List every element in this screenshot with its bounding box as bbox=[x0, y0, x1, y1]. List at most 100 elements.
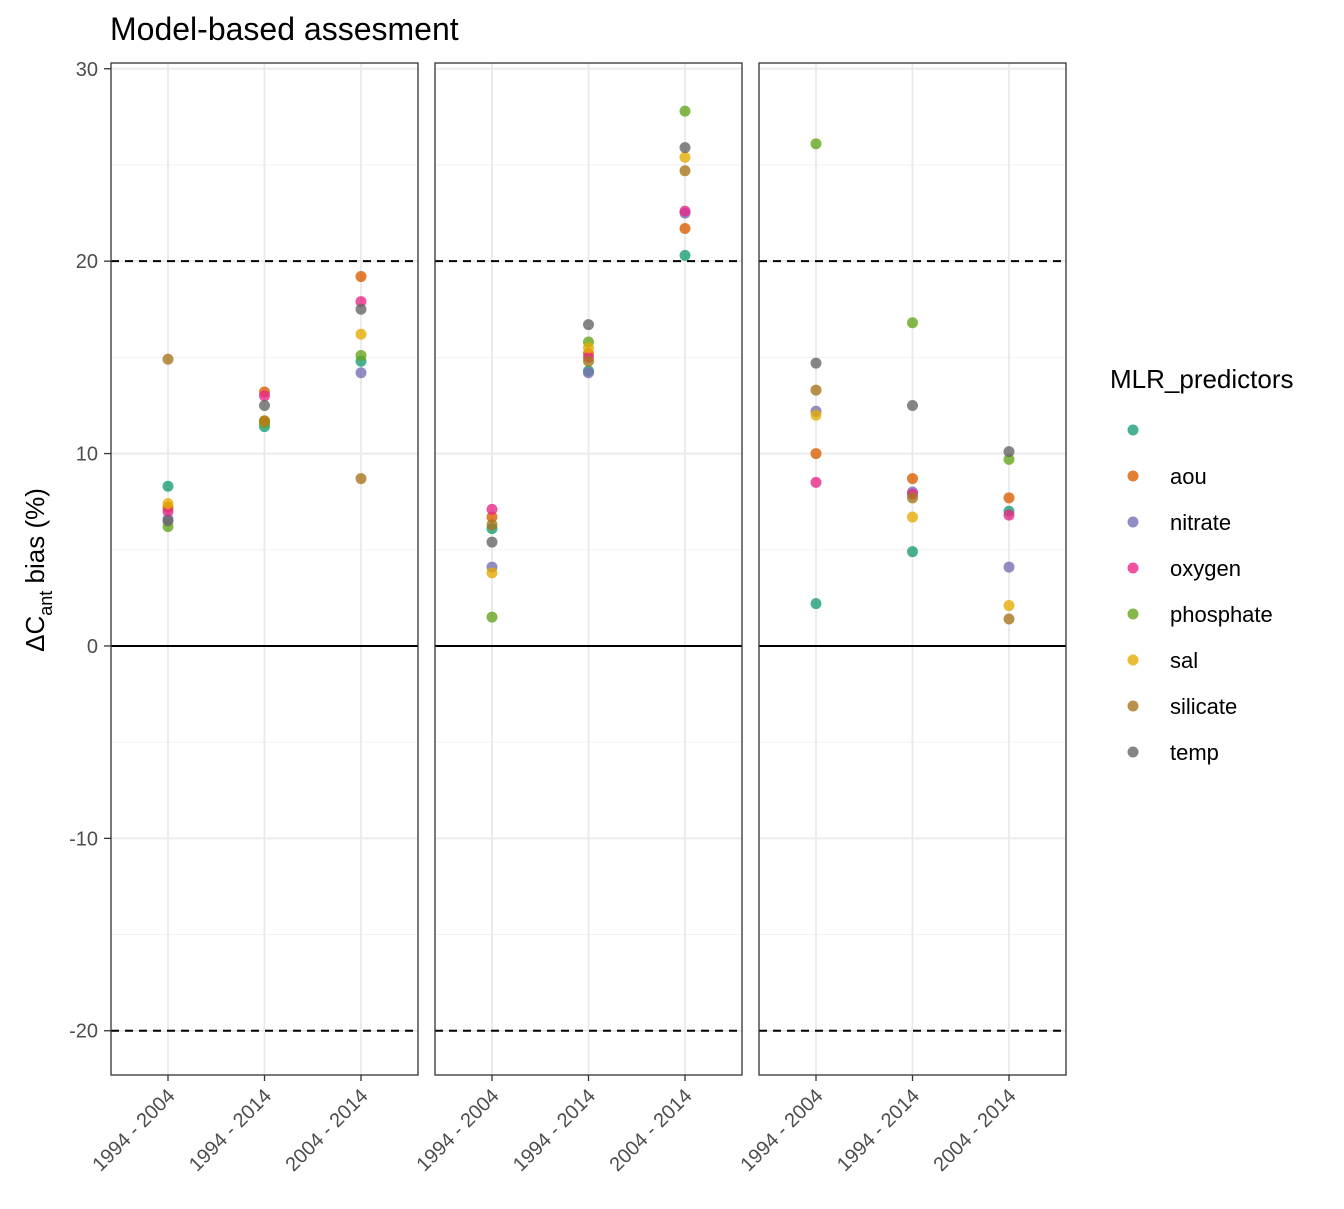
legend-key bbox=[1127, 746, 1139, 758]
y-tick-label: 30 bbox=[76, 59, 98, 81]
point-sal bbox=[486, 567, 498, 579]
point-sal bbox=[1003, 600, 1015, 612]
x-tick-label: 2004 - 2014 bbox=[605, 1085, 696, 1176]
panel-3: 1994 - 2004 1994 - 2014 2004 - 2014 bbox=[736, 62, 1067, 1176]
point-oxygen bbox=[355, 296, 367, 308]
y-axis: -20 -10 0 10 20 30 bbox=[69, 59, 111, 1043]
point-phosphate bbox=[810, 138, 822, 150]
point-none bbox=[679, 249, 691, 261]
point-phosphate bbox=[679, 105, 691, 117]
point-oxygen bbox=[486, 503, 498, 515]
point-temp bbox=[1003, 446, 1015, 458]
legend-item-temp: temp bbox=[1127, 740, 1219, 765]
point-aou bbox=[486, 511, 498, 523]
point-temp bbox=[583, 319, 594, 331]
legend-item-nitrate: nitrate bbox=[1127, 510, 1231, 535]
legend-key bbox=[1127, 562, 1139, 574]
legend-item-sal: sal bbox=[1127, 648, 1198, 673]
legend-label: nitrate bbox=[1170, 510, 1231, 535]
point-none bbox=[162, 480, 174, 492]
point-sal bbox=[907, 511, 918, 523]
legend-label: aou bbox=[1170, 464, 1207, 489]
y-axis-label: ΔCant bias (%) bbox=[20, 488, 56, 652]
point-temp bbox=[907, 399, 918, 411]
x-tick-label: 1994 - 2014 bbox=[833, 1085, 924, 1176]
x-tick-label: 2004 - 2014 bbox=[281, 1085, 372, 1176]
legend-item-aou: aou bbox=[1127, 464, 1207, 489]
point-none bbox=[810, 598, 822, 610]
chart-title: Model-based assesment bbox=[110, 11, 459, 47]
point-temp bbox=[810, 357, 822, 369]
point-oxygen bbox=[679, 205, 691, 217]
legend-key bbox=[1127, 608, 1139, 620]
point-phosphate bbox=[1003, 453, 1015, 465]
point-nitrate bbox=[583, 367, 594, 379]
legend-key bbox=[1127, 470, 1139, 482]
point-oxygen bbox=[259, 390, 270, 402]
y-tick-label: 0 bbox=[87, 636, 98, 658]
y-tick-label: 20 bbox=[76, 251, 98, 273]
point-silicate bbox=[355, 473, 367, 485]
x-tick-label: 1994 - 2004 bbox=[736, 1085, 827, 1176]
panel-2: 1994 - 2004 1994 - 2014 2004 - 2014 bbox=[412, 62, 743, 1176]
point-phosphate bbox=[907, 317, 918, 329]
legend-key bbox=[1127, 654, 1139, 666]
legend: MLR_predictors aou nitrate oxygen phosphate… bbox=[1110, 364, 1294, 765]
y-tick-label: -20 bbox=[69, 1021, 98, 1043]
legend-key bbox=[1127, 700, 1139, 712]
legend-label: sal bbox=[1170, 648, 1198, 673]
legend-item-none bbox=[1127, 424, 1139, 436]
point-oxygen bbox=[810, 476, 822, 488]
y-axis-label-prefix: ΔC bbox=[20, 616, 50, 652]
point-silicate bbox=[486, 519, 498, 531]
legend-label: temp bbox=[1170, 740, 1219, 765]
point-sal bbox=[810, 409, 822, 421]
x-tick-label: 2004 - 2014 bbox=[929, 1085, 1020, 1176]
point-nitrate bbox=[355, 367, 367, 379]
legend-label: phosphate bbox=[1170, 602, 1273, 627]
point-temp bbox=[486, 536, 498, 548]
x-tick-label: 1994 - 2014 bbox=[185, 1085, 276, 1176]
panels-group: 1994 - 2004 1994 - 2014 2004 - 2014 1994 - … bbox=[88, 62, 1067, 1176]
point-phosphate bbox=[355, 349, 367, 361]
point-temp bbox=[355, 303, 367, 315]
point-aou bbox=[679, 222, 691, 234]
point-sal bbox=[583, 342, 594, 354]
legend-item-oxygen: oxygen bbox=[1127, 556, 1241, 581]
point-aou bbox=[355, 271, 367, 283]
point-aou bbox=[810, 448, 822, 460]
x-tick-label: 1994 - 2004 bbox=[88, 1085, 179, 1176]
point-silicate bbox=[583, 355, 594, 367]
point-aou bbox=[907, 473, 918, 485]
point-phosphate bbox=[486, 611, 498, 623]
point-aou bbox=[1003, 492, 1015, 504]
legend-key bbox=[1127, 424, 1139, 436]
point-sal bbox=[679, 151, 691, 163]
x-tick-label: 1994 - 2004 bbox=[412, 1085, 503, 1176]
point-silicate bbox=[907, 492, 918, 504]
legend-label: silicate bbox=[1170, 694, 1237, 719]
point-temp bbox=[679, 142, 691, 154]
panel-1: 1994 - 2004 1994 - 2014 2004 - 2014 bbox=[88, 62, 419, 1176]
point-sal bbox=[162, 498, 174, 510]
point-oxygen bbox=[162, 505, 174, 517]
y-axis-label-suffix: bias (%) bbox=[20, 488, 50, 591]
point-silicate bbox=[679, 165, 691, 177]
y-tick-label: -10 bbox=[69, 828, 98, 850]
point-temp bbox=[259, 399, 270, 411]
legend-label: oxygen bbox=[1170, 556, 1241, 581]
point-none bbox=[907, 546, 918, 558]
point-silicate bbox=[162, 353, 174, 365]
point-silicate bbox=[259, 415, 270, 427]
legend-item-phosphate: phosphate bbox=[1127, 602, 1273, 627]
point-nitrate bbox=[1003, 561, 1015, 573]
legend-item-silicate: silicate bbox=[1127, 694, 1237, 719]
y-axis-label-subscript: ant bbox=[36, 591, 56, 616]
point-temp bbox=[162, 515, 174, 527]
point-silicate bbox=[810, 384, 822, 396]
legend-key bbox=[1127, 516, 1139, 528]
legend-title: MLR_predictors bbox=[1110, 364, 1294, 394]
point-oxygen bbox=[1003, 509, 1015, 521]
y-tick-label: 10 bbox=[76, 444, 98, 466]
